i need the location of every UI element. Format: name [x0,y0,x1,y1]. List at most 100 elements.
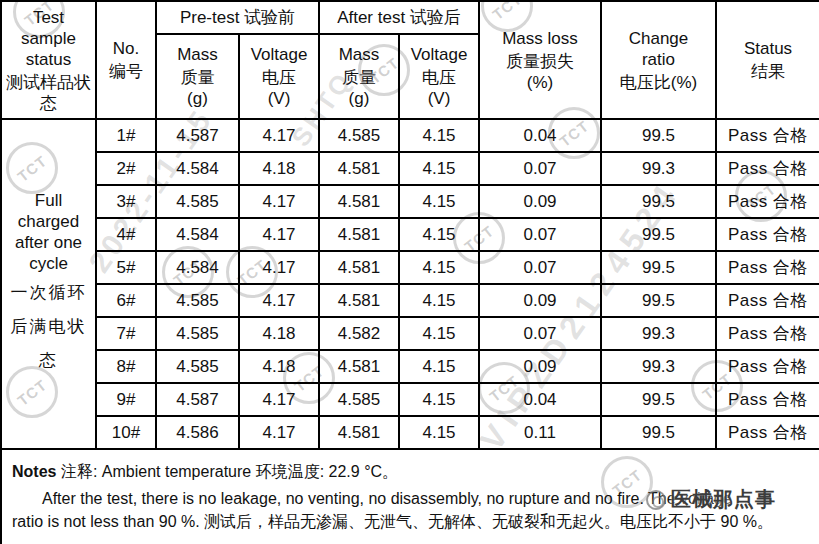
cell-change-ratio: 99.5 [601,383,716,416]
cell-mass-loss: 0.07 [479,218,601,251]
table-row: 10# 4.586 4.17 4.581 4.15 0.11 99.5 Pass… [1,416,819,449]
header-mass-loss: Mass loss 质量损失 (%) [479,1,601,119]
table-row: 9# 4.587 4.17 4.585 4.15 0.04 99.5 Pass … [1,383,819,416]
table-row: 7# 4.585 4.18 4.582 4.15 0.07 99.3 Pass … [1,317,819,350]
cell-post-voltage: 4.15 [399,284,479,317]
cell-post-mass: 4.581 [319,416,399,449]
header-change-ratio-en: Change ratio [627,28,691,70]
cell-pre-mass: 4.585 [156,317,239,350]
cell-status: Pass 合格 [716,152,819,185]
notes-line-3: ratio is not less than 90 %. 测试后，样品无渗漏、无… [12,510,811,533]
cell-status: Pass 合格 [716,416,819,449]
header-post-voltage-en: Voltage [403,44,475,65]
cell-pre-voltage: 4.17 [239,119,319,152]
cell-post-voltage: 4.15 [399,185,479,218]
header-mass-loss-zh: 质量损失 [483,51,597,72]
test-report-page: TCT TCT TCT TCT TCT TCT TCT TCT TCT TCT … [0,0,819,544]
cell-mass-loss: 0.04 [479,383,601,416]
cell-sample-status: Full charged after one cycle 一次循环后满电状态 [1,119,96,449]
brand-logo-icon [646,490,666,510]
header-sample-status-zh: 测试样品状态 [5,72,92,114]
cell-mass-loss: 0.09 [479,185,601,218]
notes-label: Notes [12,463,56,480]
brand-watermark: 医械那点事 [646,486,776,513]
cell-mass-loss: 0.07 [479,317,601,350]
cell-mass-loss: 0.07 [479,251,601,284]
header-pre-voltage-zh: 电压 [243,67,315,88]
cell-pre-mass: 4.584 [156,152,239,185]
cell-change-ratio: 99.3 [601,317,716,350]
cell-no: 10# [96,416,156,449]
header-group-row: Test sample status 测试样品状态 No. 编号 Pre-tes… [1,1,819,34]
header-pre-voltage-unit: (V) [243,88,315,109]
cell-post-mass: 4.581 [319,152,399,185]
cell-pre-mass: 4.587 [156,383,239,416]
header-pretest-group: Pre-test 试验前 [156,1,319,34]
cell-status: Pass 合格 [716,119,819,152]
header-no-zh: 编号 [100,61,152,82]
cell-mass-loss: 0.04 [479,119,601,152]
header-sample-status-en: Test sample status [5,7,92,70]
header-change-ratio-zh: 电压比(%) [605,72,712,93]
cell-status: Pass 合格 [716,383,819,416]
header-status-zh: 结果 [720,61,816,82]
cell-mass-loss: 0.09 [479,284,601,317]
cell-status: Pass 合格 [716,185,819,218]
cell-pre-mass: 4.585 [156,284,239,317]
cell-no: 6# [96,284,156,317]
cell-pre-mass: 4.587 [156,119,239,152]
cell-change-ratio: 99.3 [601,152,716,185]
cell-pre-voltage: 4.18 [239,317,319,350]
cell-no: 9# [96,383,156,416]
header-pre-mass-en: Mass [160,44,235,65]
header-sample-status: Test sample status 测试样品状态 [1,1,96,119]
table-row: Full charged after one cycle 一次循环后满电状态 1… [1,119,819,152]
cell-post-voltage: 4.15 [399,218,479,251]
cell-status: Pass 合格 [716,284,819,317]
cell-mass-loss: 0.09 [479,350,601,383]
cell-post-mass: 4.581 [319,284,399,317]
cell-post-voltage: 4.15 [399,416,479,449]
cell-pre-voltage: 4.17 [239,383,319,416]
header-no: No. 编号 [96,1,156,119]
header-post-mass-unit: (g) [323,88,395,109]
cell-pre-voltage: 4.18 [239,152,319,185]
header-aftertest-group: After test 试验后 [319,1,479,34]
notes-line-1: Notes 注释: Ambient temperature 环境温度: 22.9… [12,460,811,483]
header-post-mass-zh: 质量 [323,67,395,88]
header-post-voltage-zh: 电压 [403,67,475,88]
header-no-en: No. [100,38,152,59]
cell-no: 1# [96,119,156,152]
cell-no: 7# [96,317,156,350]
cell-pre-voltage: 4.17 [239,284,319,317]
cell-post-mass: 4.585 [319,383,399,416]
cell-pre-voltage: 4.17 [239,416,319,449]
cell-change-ratio: 99.5 [601,284,716,317]
table-row: 2# 4.584 4.18 4.581 4.15 0.07 99.3 Pass … [1,152,819,185]
cell-pre-mass: 4.584 [156,218,239,251]
cell-post-mass: 4.585 [319,119,399,152]
header-change-ratio: Change ratio 电压比(%) [601,1,716,119]
cell-pre-mass: 4.585 [156,350,239,383]
header-mass-loss-en: Mass loss [483,28,597,49]
cell-post-mass: 4.581 [319,251,399,284]
cell-change-ratio: 99.5 [601,218,716,251]
cell-post-voltage: 4.15 [399,119,479,152]
cell-status: Pass 合格 [716,350,819,383]
header-post-voltage-unit: (V) [403,88,475,109]
cell-post-voltage: 4.15 [399,317,479,350]
cell-change-ratio: 99.5 [601,251,716,284]
header-pre-mass: Mass 质量 (g) [156,34,239,119]
cell-post-mass: 4.581 [319,185,399,218]
cell-pre-mass: 4.585 [156,185,239,218]
cell-pre-voltage: 4.17 [239,218,319,251]
cell-post-voltage: 4.15 [399,350,479,383]
sample-status-zh: 一次循环后满电状态 [5,276,92,378]
table-row: 5# 4.584 4.17 4.581 4.15 0.07 99.5 Pass … [1,251,819,284]
cell-status: Pass 合格 [716,218,819,251]
cell-no: 5# [96,251,156,284]
header-pre-mass-zh: 质量 [160,67,235,88]
header-pre-mass-unit: (g) [160,88,235,109]
cell-post-voltage: 4.15 [399,251,479,284]
header-post-voltage: Voltage 电压 (V) [399,34,479,119]
